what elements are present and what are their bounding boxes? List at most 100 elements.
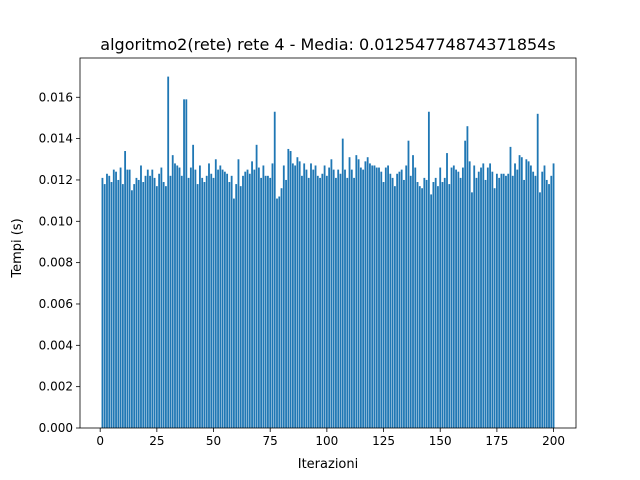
bar (316, 175, 319, 428)
bar (457, 171, 460, 429)
bar (393, 186, 396, 428)
bar (484, 179, 487, 428)
bar (550, 175, 553, 428)
plot-frame (79, 57, 577, 429)
bar (473, 165, 476, 429)
bar (321, 173, 324, 428)
bar (427, 111, 430, 429)
bar (131, 190, 133, 428)
bar (271, 163, 274, 428)
bar (369, 163, 371, 428)
bar (244, 171, 247, 429)
y-tick-label: 0.010 (39, 214, 73, 228)
bar (217, 169, 219, 428)
bar (214, 159, 217, 428)
bar (359, 167, 362, 428)
bar (142, 182, 145, 428)
bar (378, 167, 380, 428)
y-tick-label: 0.002 (39, 380, 73, 394)
bar (407, 140, 410, 428)
bar (543, 165, 546, 429)
bar (212, 177, 215, 428)
bar (126, 169, 129, 428)
bar (514, 163, 516, 428)
bar (493, 188, 496, 428)
bar (414, 167, 417, 428)
bar (495, 173, 498, 428)
bar (201, 177, 204, 428)
bar (350, 169, 353, 428)
bar (518, 155, 521, 429)
bar (158, 173, 161, 428)
bar (325, 175, 328, 428)
bar (165, 186, 167, 428)
bar (248, 173, 251, 428)
bar (189, 167, 192, 428)
y-tick-label: 0.016 (39, 90, 73, 104)
bar (257, 167, 260, 428)
bar (516, 169, 519, 428)
bar (106, 173, 108, 428)
bar (437, 186, 439, 428)
bar (375, 167, 378, 428)
bar (400, 169, 403, 428)
bar (287, 148, 290, 429)
bar (310, 163, 312, 428)
bar (117, 179, 120, 428)
bar (210, 173, 213, 428)
bar (459, 177, 462, 428)
bar (307, 177, 310, 428)
y-axis-ticks: 0.000 0.002 0.004 0.006 0.008 0.010 0.012 0.014… (39, 90, 80, 435)
bar (153, 177, 156, 428)
bar (155, 186, 158, 428)
bar (101, 177, 104, 428)
x-tick-label: 50 (206, 434, 221, 448)
bar (255, 144, 258, 428)
x-axis-label: Iterazioni (298, 457, 358, 472)
bar (387, 165, 389, 429)
bar (389, 173, 392, 428)
bar (432, 182, 435, 428)
bar (298, 161, 301, 428)
bar (312, 169, 315, 428)
bar (262, 165, 265, 429)
bar (475, 177, 478, 428)
bar (146, 169, 149, 428)
bar (124, 151, 127, 428)
chart-title: algoritmo2(rete) rete 4 - Media: 0.01254… (100, 35, 555, 54)
bar (280, 188, 283, 428)
bar (416, 182, 419, 428)
bar (228, 182, 231, 428)
bar (384, 167, 387, 428)
bar (103, 184, 106, 428)
bar (289, 151, 292, 428)
bar (219, 165, 222, 429)
bar (167, 76, 170, 428)
bar (253, 169, 256, 428)
bar (269, 177, 272, 428)
x-tick-label: 0 (96, 434, 104, 448)
bar (502, 173, 505, 428)
x-tick-label: 200 (542, 434, 565, 448)
bar (412, 155, 414, 429)
bar (221, 169, 224, 428)
bar (115, 171, 117, 429)
bar (110, 182, 113, 428)
bar (205, 175, 208, 428)
bar (353, 177, 355, 428)
bar (276, 198, 278, 428)
bar (509, 146, 512, 428)
bar (366, 157, 369, 428)
bar (294, 165, 297, 429)
bar (260, 177, 263, 428)
bar (233, 198, 235, 428)
bar (183, 99, 185, 428)
bar (486, 167, 489, 428)
x-tick-label: 100 (315, 434, 338, 448)
bar (439, 167, 442, 428)
bar (527, 161, 530, 428)
bar (330, 159, 333, 428)
bar (425, 179, 428, 428)
